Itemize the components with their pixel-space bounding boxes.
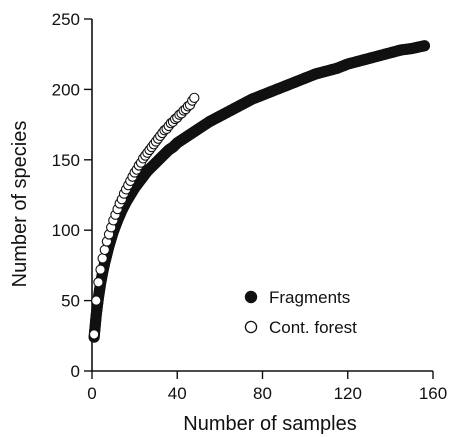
legend-label-fragments: Fragments bbox=[269, 288, 350, 307]
x-tick-label: 80 bbox=[253, 384, 272, 403]
plot-area: 0 50 100 150 200 250 0 40 80 120 160 bbox=[52, 10, 448, 403]
y-tick-label: 50 bbox=[61, 292, 80, 311]
y-tick-label: 0 bbox=[71, 362, 80, 381]
y-tick-label: 200 bbox=[52, 80, 80, 99]
y-tick-label: 250 bbox=[52, 10, 80, 29]
y-axis-title: Number of species bbox=[9, 121, 31, 288]
x-tick-label: 40 bbox=[168, 384, 187, 403]
y-tick-label: 100 bbox=[52, 221, 80, 240]
legend-label-cont-forest: Cont. forest bbox=[269, 318, 357, 337]
point-cont-forest bbox=[95, 264, 106, 275]
x-tick-label: 120 bbox=[334, 384, 362, 403]
legend: Fragments Cont. forest bbox=[244, 288, 357, 337]
point-cont-forest bbox=[97, 253, 108, 264]
x-axis-title: Number of samples bbox=[183, 413, 356, 435]
point-cont-forest bbox=[88, 329, 100, 340]
legend-marker-cont-forest bbox=[244, 320, 258, 334]
point-cont-forest bbox=[189, 92, 200, 103]
y-tick-label: 150 bbox=[52, 151, 80, 170]
legend-marker-fragments bbox=[244, 290, 258, 304]
point-cont-forest bbox=[99, 244, 110, 256]
x-tick-label: 160 bbox=[419, 384, 447, 403]
point-cont-forest bbox=[91, 295, 102, 306]
point-cont-forest bbox=[93, 277, 104, 288]
x-tick-label: 0 bbox=[87, 384, 96, 403]
point-fragments bbox=[418, 40, 431, 52]
